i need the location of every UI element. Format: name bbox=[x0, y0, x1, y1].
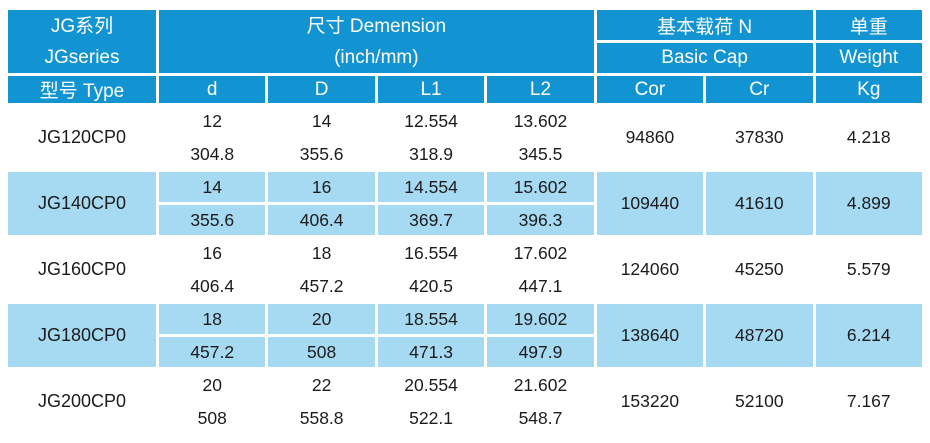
cell-D-mm: 355.6 bbox=[268, 139, 375, 169]
cell-L2-mm: 497.9 bbox=[487, 337, 594, 367]
cell-L2-mm: 396.3 bbox=[487, 205, 594, 235]
cell-d-mm: 508 bbox=[159, 403, 266, 433]
header-series: JG系列 JGseries bbox=[8, 10, 156, 73]
cell-D-mm: 406.4 bbox=[268, 205, 375, 235]
cell-cr: 41610 bbox=[706, 172, 813, 235]
header-weight-en: Weight bbox=[815, 43, 922, 73]
cell-d-mm: 457.2 bbox=[159, 337, 266, 367]
cell-D-inch: 18 bbox=[268, 238, 375, 268]
cell-L1-mm: 420.5 bbox=[377, 271, 485, 301]
column-d: d bbox=[159, 76, 266, 103]
cell-d-inch: 14 bbox=[159, 172, 266, 202]
cell-cor: 94860 bbox=[596, 106, 704, 169]
cell-kg: 6.214 bbox=[815, 304, 922, 367]
column-cr: Cr bbox=[706, 76, 813, 103]
cell-kg: 7.167 bbox=[815, 370, 922, 433]
header-dimension-unit: (inch/mm) bbox=[334, 46, 419, 68]
table-row: 304.8 355.6 318.9 345.5 bbox=[8, 139, 922, 169]
column-D: D bbox=[268, 76, 375, 103]
cell-D-inch: 14 bbox=[268, 106, 375, 136]
cell-L2-mm: 548.7 bbox=[487, 403, 594, 433]
cell-L2-inch: 13.602 bbox=[487, 106, 594, 136]
column-kg: Kg bbox=[815, 76, 922, 103]
cell-model: JG140CP0 bbox=[8, 172, 156, 235]
table-row: 355.6 406.4 369.7 396.3 bbox=[8, 205, 922, 235]
cell-d-mm: 304.8 bbox=[159, 139, 266, 169]
table-row: JG180CP0 18 20 18.554 19.602 138640 4872… bbox=[8, 304, 922, 367]
cell-L2-inch: 19.602 bbox=[487, 304, 594, 334]
cell-d-mm: 355.6 bbox=[159, 205, 266, 235]
cell-L2-mm: 447.1 bbox=[487, 271, 594, 301]
cell-L2-inch: 15.602 bbox=[487, 172, 594, 202]
column-cor: Cor bbox=[596, 76, 704, 103]
cell-d-mm: 406.4 bbox=[159, 271, 266, 301]
cell-L2-mm: 345.5 bbox=[487, 139, 594, 169]
header-dimension-title: 尺寸 Demension bbox=[306, 15, 447, 37]
cell-L1-mm: 522.1 bbox=[377, 403, 485, 433]
column-L1: L1 bbox=[377, 76, 485, 103]
bearing-spec-table: JG系列 JGseries 尺寸 Demension (inch/mm) 基本载荷 … bbox=[5, 7, 925, 436]
header-basic-load-en: Basic Cap bbox=[596, 43, 813, 73]
cell-D-mm: 558.8 bbox=[268, 403, 375, 433]
cell-model: JG120CP0 bbox=[8, 106, 156, 169]
cell-L1-inch: 16.554 bbox=[377, 238, 485, 268]
cell-L1-mm: 318.9 bbox=[377, 139, 485, 169]
cell-L1-inch: 12.554 bbox=[377, 106, 485, 136]
header-series-en: JGseries bbox=[44, 46, 120, 68]
cell-L2-inch: 21.602 bbox=[487, 370, 594, 400]
cell-cor: 153220 bbox=[596, 370, 704, 433]
cell-cor: 109440 bbox=[596, 172, 704, 235]
cell-cr: 37830 bbox=[706, 106, 813, 169]
cell-L1-inch: 14.554 bbox=[377, 172, 485, 202]
cell-d-inch: 20 bbox=[159, 370, 266, 400]
cell-D-inch: 20 bbox=[268, 304, 375, 334]
cell-cr: 48720 bbox=[706, 304, 813, 367]
cell-L1-mm: 471.3 bbox=[377, 337, 485, 367]
cell-d-inch: 18 bbox=[159, 304, 266, 334]
header-series-cn: JG系列 bbox=[50, 15, 114, 37]
table-row: 457.2 508 471.3 497.9 bbox=[8, 337, 922, 367]
cell-kg: 4.218 bbox=[815, 106, 922, 169]
column-L2: L2 bbox=[487, 76, 594, 103]
cell-cr: 45250 bbox=[706, 238, 813, 301]
cell-kg: 4.899 bbox=[815, 172, 922, 235]
cell-L1-inch: 20.554 bbox=[377, 370, 485, 400]
table-row: 406.4 457.2 420.5 447.1 bbox=[8, 271, 922, 301]
cell-D-inch: 22 bbox=[268, 370, 375, 400]
table-row: JG160CP0 16 18 16.554 17.602 124060 4525… bbox=[8, 238, 922, 301]
header-dimension: 尺寸 Demension (inch/mm) bbox=[159, 10, 594, 73]
cell-d-inch: 16 bbox=[159, 238, 266, 268]
cell-cor: 138640 bbox=[596, 304, 704, 367]
table-row: JG140CP0 14 16 14.554 15.602 109440 4161… bbox=[8, 172, 922, 235]
table-row: JG120CP0 12 14 12.554 13.602 94860 37830… bbox=[8, 106, 922, 169]
cell-cr: 52100 bbox=[706, 370, 813, 433]
cell-cor: 124060 bbox=[596, 238, 704, 301]
table-row: JG200CP0 20 22 20.554 21.602 153220 5210… bbox=[8, 370, 922, 433]
cell-L1-mm: 369.7 bbox=[377, 205, 485, 235]
cell-D-mm: 508 bbox=[268, 337, 375, 367]
header-basic-load-cn: 基本载荷 N bbox=[596, 10, 813, 40]
cell-model: JG160CP0 bbox=[8, 238, 156, 301]
cell-kg: 5.579 bbox=[815, 238, 922, 301]
cell-L1-inch: 18.554 bbox=[377, 304, 485, 334]
table-row: 508 558.8 522.1 548.7 bbox=[8, 403, 922, 433]
header-type: 型号 Type bbox=[8, 76, 156, 103]
cell-D-inch: 16 bbox=[268, 172, 375, 202]
cell-model: JG200CP0 bbox=[8, 370, 156, 433]
header-weight-cn: 单重 bbox=[815, 10, 922, 40]
cell-D-mm: 457.2 bbox=[268, 271, 375, 301]
cell-model: JG180CP0 bbox=[8, 304, 156, 367]
cell-L2-inch: 17.602 bbox=[487, 238, 594, 268]
cell-d-inch: 12 bbox=[159, 106, 266, 136]
